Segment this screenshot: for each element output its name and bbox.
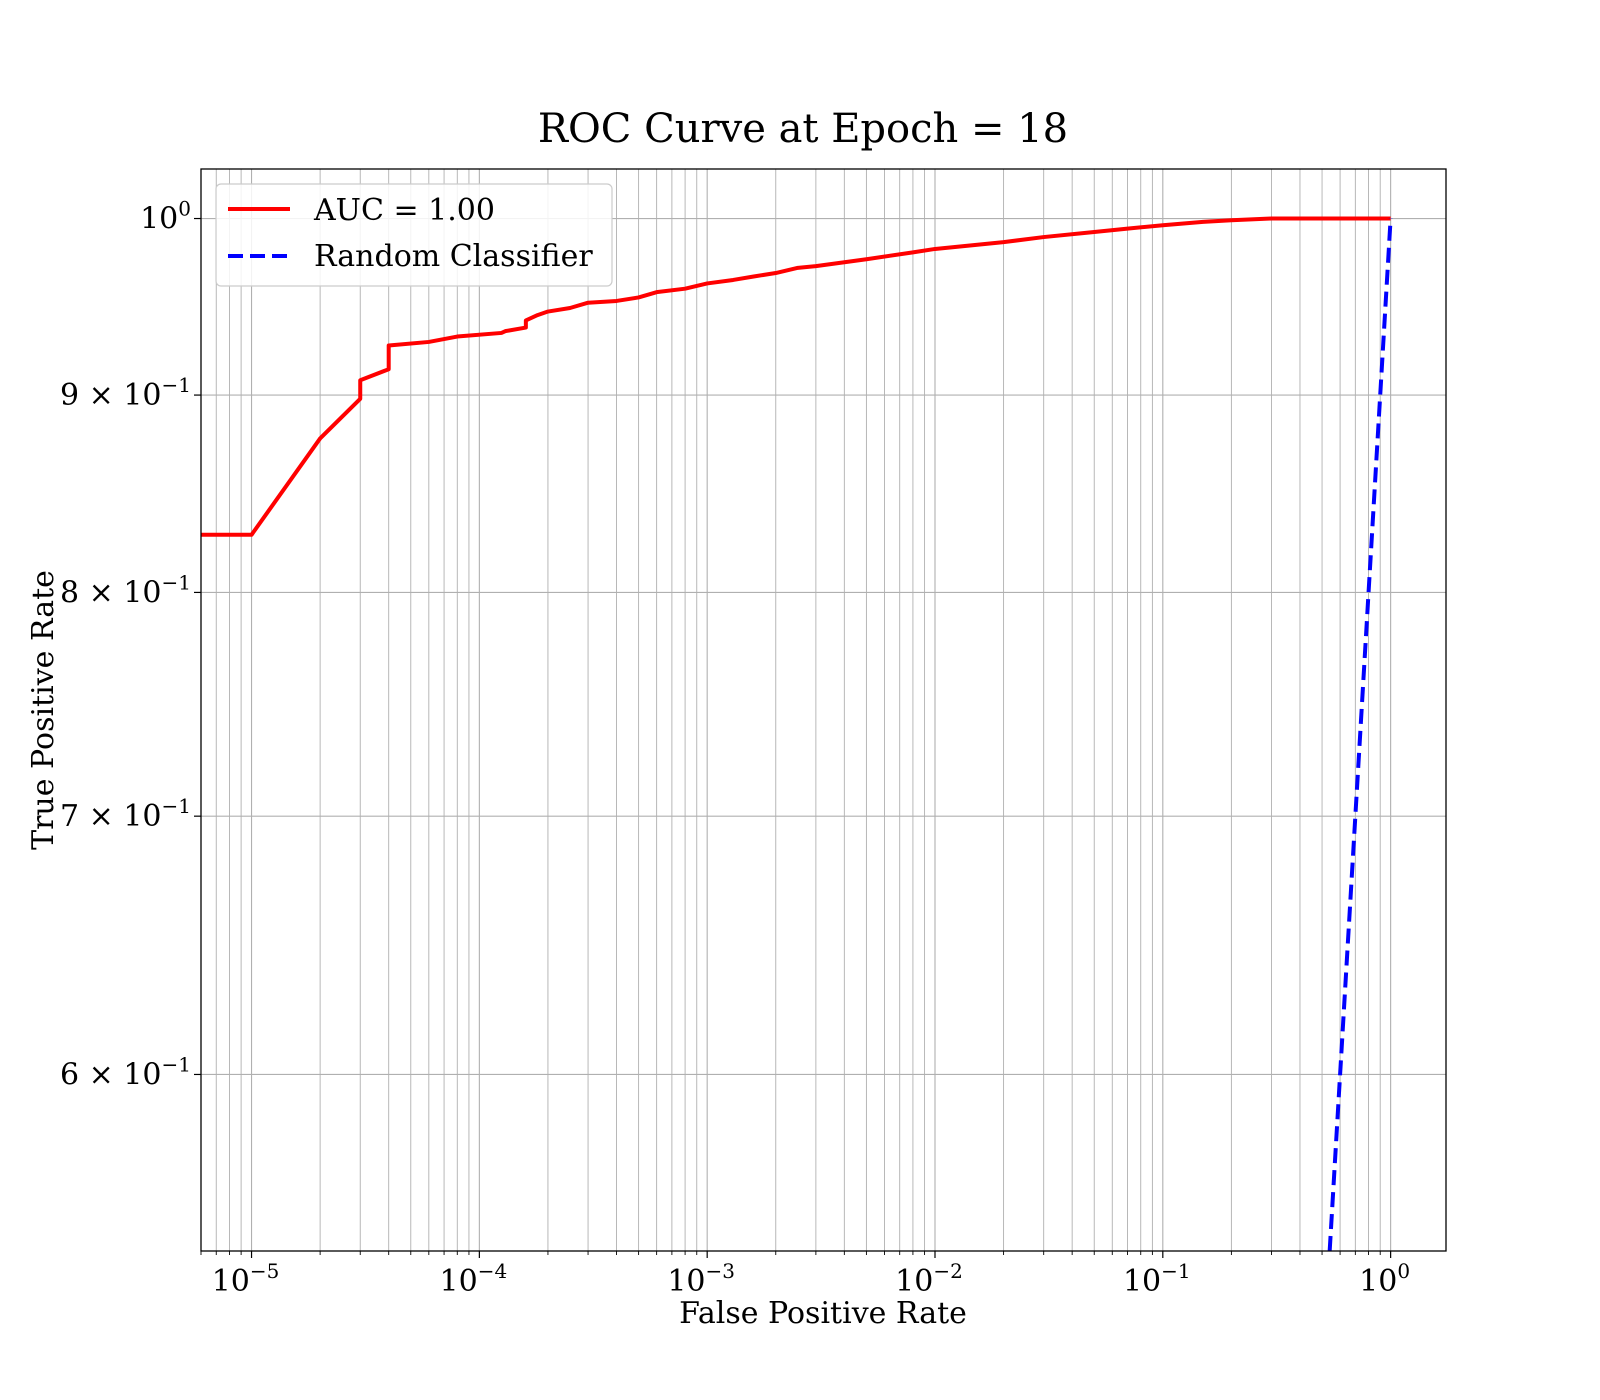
grid-lines bbox=[200, 169, 1446, 1251]
chart-title: ROC Curve at Epoch = 18 bbox=[538, 106, 1068, 152]
y-axis-label: True Positive Rate bbox=[26, 570, 61, 850]
y-axis-ticks: 100 9 × 10−1 8 × 10−1 7 × 10−1 6 × 10−1 bbox=[60, 197, 201, 1092]
plot-series bbox=[201, 216, 1393, 1252]
y-tick-label: 8 × 10−1 bbox=[60, 570, 191, 610]
legend-label-auc: AUC = 1.00 bbox=[313, 193, 495, 228]
y-tick-label: 9 × 10−1 bbox=[60, 373, 191, 413]
x-tick-label: 10−3 bbox=[667, 1259, 735, 1299]
legend-label-random: Random Classifier bbox=[314, 239, 593, 274]
x-tick-label: 10−5 bbox=[212, 1259, 280, 1299]
x-tick-label: 10−2 bbox=[895, 1259, 963, 1299]
x-axis-label: False Positive Rate bbox=[679, 1296, 967, 1331]
y-tick-label: 6 × 10−1 bbox=[60, 1052, 191, 1092]
legend: AUC = 1.00 Random Classifier bbox=[215, 183, 613, 287]
legend-box bbox=[215, 183, 613, 287]
random-classifier-line bbox=[1327, 218, 1393, 1252]
x-axis-ticks: 10−5 10−4 10−3 10−2 10−1 100 bbox=[200, 1251, 1410, 1299]
roc-curve-line bbox=[201, 216, 1391, 537]
y-tick-label: 100 bbox=[140, 197, 191, 237]
x-tick-label: 10−4 bbox=[440, 1259, 508, 1299]
x-tick-label: 10−1 bbox=[1123, 1259, 1191, 1299]
y-tick-label: 7 × 10−1 bbox=[60, 794, 191, 834]
plot-frame bbox=[200, 168, 1447, 1252]
x-tick-label: 100 bbox=[1359, 1259, 1410, 1299]
